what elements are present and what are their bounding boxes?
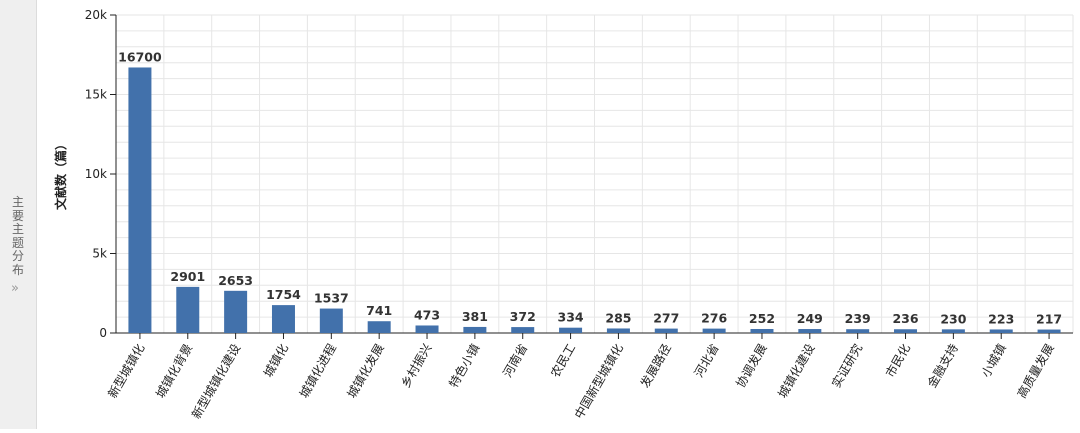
sidebar-label: 主要主题分布 <box>11 195 24 277</box>
bar-value-label: 334 <box>558 310 584 325</box>
bar-value-label: 1537 <box>314 291 349 306</box>
bar-value-label: 276 <box>701 311 727 326</box>
x-tick-label: 小城镇 <box>979 342 1009 380</box>
bar-value-label: 2653 <box>218 273 253 288</box>
bar <box>750 328 774 333</box>
bar-value-label: 223 <box>988 311 1014 326</box>
bar <box>511 327 535 333</box>
x-tick-label: 发展路径 <box>637 341 674 390</box>
bar <box>559 327 583 333</box>
x-tick-label: 实证研究 <box>828 341 865 390</box>
x-tick-label: 中国新型城镇化 <box>571 341 626 421</box>
bar <box>989 329 1013 333</box>
y-axis-label: 文献数（篇） <box>53 138 68 210</box>
y-tick-label: 10k <box>85 167 107 181</box>
bar-value-label: 236 <box>892 311 918 326</box>
x-tick-label: 城镇化背景 <box>153 342 195 401</box>
bar <box>367 321 391 333</box>
y-tick-label: 0 <box>99 326 107 340</box>
bar <box>798 329 822 333</box>
bar <box>1037 329 1061 333</box>
y-tick-label: 15k <box>85 88 107 102</box>
bar <box>415 325 439 333</box>
x-tick-label: 协调发展 <box>733 341 770 390</box>
bar-value-label: 473 <box>414 307 440 322</box>
x-tick-label: 城镇化建设 <box>775 342 817 401</box>
x-tick-label: 城镇化进程 <box>296 341 339 400</box>
bar-chart: 0 5k 10k 15k 20k 文献数（篇） 16700 新型城镇化 2901 城镇化背景 265… <box>53 8 1074 421</box>
bar <box>224 290 248 333</box>
x-tick-label: 河北省 <box>692 342 722 380</box>
double-chevron-right-icon[interactable]: » <box>11 281 19 296</box>
sidebar-tab[interactable]: 主要主题分布 » <box>0 0 37 429</box>
x-tick-label: 乡村振兴 <box>398 342 434 391</box>
bar <box>894 329 918 333</box>
bar-value-label: 372 <box>510 309 536 324</box>
bar-value-label: 16700 <box>118 49 162 64</box>
x-tick-label: 金融支持 <box>924 341 961 390</box>
bar <box>463 326 487 333</box>
bar-value-label: 217 <box>1036 312 1062 327</box>
bar-value-label: 1754 <box>266 287 301 302</box>
bar <box>319 308 343 333</box>
bar-value-label: 230 <box>940 311 966 326</box>
bar-value-label: 381 <box>462 309 488 324</box>
bar-value-label: 285 <box>605 310 631 325</box>
bar <box>606 328 630 333</box>
x-tick-label: 城镇化发展 <box>344 341 387 400</box>
bar-value-label: 249 <box>797 311 823 326</box>
x-tick-label: 特色小镇 <box>445 341 482 390</box>
bar <box>846 329 870 333</box>
chart-area: 0 5k 10k 15k 20k 文献数（篇） 16700 新型城镇化 2901 城镇化背景 265… <box>37 0 1080 429</box>
bar-value-label: 741 <box>366 303 392 318</box>
x-tick-label: 农民工 <box>548 342 578 380</box>
bar <box>271 305 295 333</box>
x-tick-label: 城镇化 <box>261 342 291 380</box>
y-tick-label: 20k <box>85 8 107 22</box>
bar-value-label: 277 <box>653 311 679 326</box>
bar <box>128 67 152 333</box>
bar <box>654 328 678 333</box>
bar-value-label: 239 <box>845 311 871 326</box>
x-tick-label: 新型城镇化建设 <box>188 341 243 421</box>
x-tick-label: 市民化 <box>882 341 913 380</box>
x-tick-label: 新型城镇化 <box>105 341 148 400</box>
bar-value-label: 252 <box>749 311 775 326</box>
y-tick-label: 5k <box>92 247 107 261</box>
bar <box>941 329 965 333</box>
x-tick-label: 高质量发展 <box>1014 341 1057 400</box>
bar <box>702 328 726 333</box>
bar-value-label: 2901 <box>170 269 205 284</box>
bar <box>176 286 200 333</box>
x-tick-label: 河南省 <box>499 341 530 380</box>
